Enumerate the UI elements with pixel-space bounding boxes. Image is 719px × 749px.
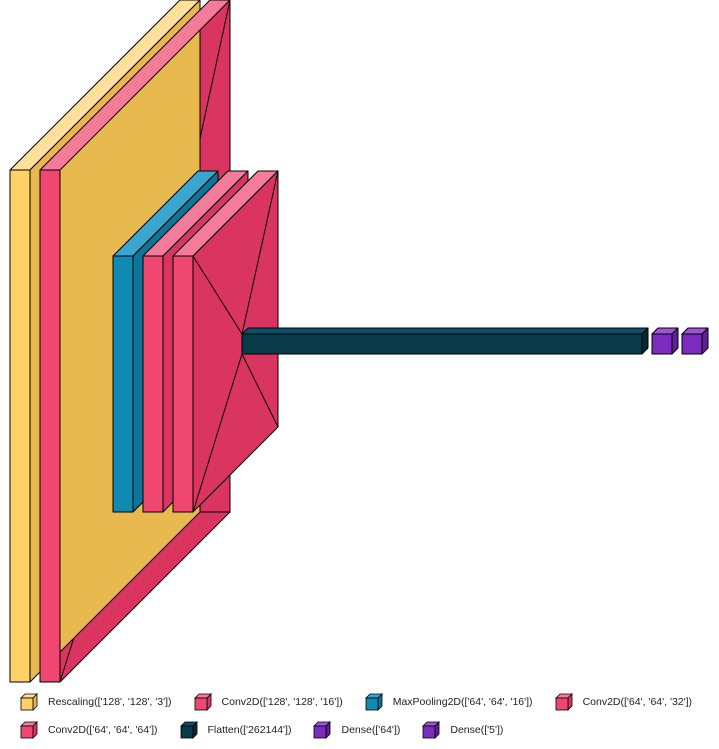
legend-item-conv2d-128: Conv2D(['128', '128', '16']) [193,693,343,711]
legend-item-conv2d-64-64: Conv2D(['64', '64', '64']) [20,721,158,739]
layer-conv2d-64-64 [172,170,279,513]
cube-icon [20,693,38,711]
legend-label: Dense(['64']) [341,724,401,736]
layer-conv2d-128 [39,0,231,683]
cube-icon [193,693,212,711]
legend-item-maxpooling: MaxPooling2D(['64', '64', '16']) [364,693,533,711]
layer-dense-64 [651,327,679,355]
cube-icon [313,721,332,739]
legend-label: Rescaling(['128', '128', '3']) [48,696,172,708]
legend-row-1: Rescaling(['128', '128', '3']) Conv2D(['… [20,692,714,712]
cube-icon [20,721,38,739]
legend-item-conv2d-64-32: Conv2D(['64', '64', '32']) [554,693,693,711]
layer-flatten [241,327,649,355]
cube-icon [554,693,573,711]
legend-label: Conv2D(['64', '64', '64']) [48,724,158,736]
legend-item-flatten: Flatten(['262144']) [179,721,292,739]
cube-icon [364,693,383,711]
legend-label: Conv2D(['128', '128', '16']) [221,696,343,708]
legend-item-dense-64: Dense(['64']) [313,721,400,739]
legend-label: Flatten(['262144']) [207,724,292,736]
layer-dense-5 [681,327,709,355]
legend-label: Dense(['5']) [450,724,504,736]
legend-item-rescaling: Rescaling(['128', '128', '3']) [20,693,172,711]
legend-item-dense-5: Dense(['5']) [422,721,503,739]
cube-icon [179,721,198,739]
funnel-connector-2 [192,170,279,513]
legend-label: MaxPooling2D(['64', '64', '16']) [392,696,533,708]
legend-row-2: Conv2D(['64', '64', '64']) Flatten(['262… [20,720,525,740]
legend-label: Conv2D(['64', '64', '32']) [582,696,693,708]
cube-icon [422,721,441,739]
